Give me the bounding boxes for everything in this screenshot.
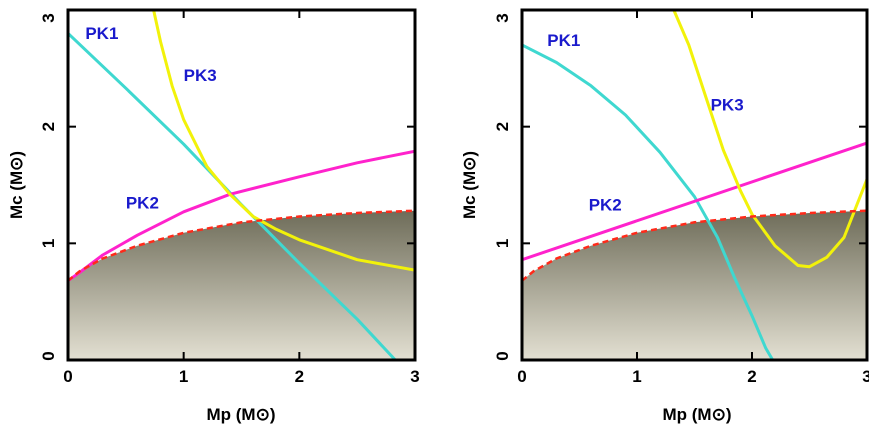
y-tick-label: 0 — [493, 351, 512, 360]
curve-pk1 — [522, 43, 775, 360]
x-tick-label: 3 — [410, 367, 419, 386]
x-axis-title: Mp (M⊙) — [663, 405, 732, 424]
x-axis-title: Mp (M⊙) — [207, 405, 276, 424]
region-boundary — [68, 209, 415, 282]
curve-pk2 — [522, 141, 867, 262]
x-tick-label: 2 — [747, 367, 756, 386]
curve-label-pk1: PK1 — [85, 24, 118, 43]
y-tick-label: 1 — [39, 239, 58, 248]
plot-frame — [66, 8, 417, 362]
excluded-region — [522, 210, 867, 360]
x-tick-label: 2 — [295, 367, 304, 386]
y-tick-label: 2 — [39, 122, 58, 131]
x-tick-label: 0 — [517, 367, 526, 386]
curve-label-pk2: PK2 — [126, 193, 159, 212]
y-axis-title: Mc (M⊙) — [460, 151, 479, 219]
y-axis-title: Mc (M⊙) — [7, 151, 26, 219]
plot-area — [522, 10, 867, 360]
x-tick-label: 0 — [63, 367, 72, 386]
curve-pk3 — [672, 10, 867, 269]
chart-panel-right: PK1 PK3 PK2 0 1 2 3 0 1 2 3 Mp (M⊙) Mc (M⊙) — [460, 8, 869, 424]
y-tick-label: 3 — [39, 13, 58, 22]
chart-panel-left: PK1 PK3 PK2 0 1 2 3 0 1 2 3 Mp (M⊙) Mc (M⊙) — [7, 8, 420, 424]
curve-label-pk1: PK1 — [547, 31, 580, 50]
y-tick-label: 2 — [493, 122, 512, 131]
curve-label-pk2: PK2 — [589, 196, 622, 215]
curve-label-pk3: PK3 — [711, 95, 744, 114]
x-tick-label: 3 — [862, 367, 869, 386]
curve-label-pk3: PK3 — [184, 66, 217, 85]
curve-pk3 — [152, 10, 415, 272]
x-tick-label: 1 — [179, 367, 188, 386]
plot-frame — [520, 8, 869, 362]
x-tick-label: 1 — [632, 367, 641, 386]
y-tick-label: 1 — [493, 239, 512, 248]
y-tick-label: 3 — [493, 13, 512, 22]
plot-area — [68, 10, 415, 360]
excluded-region — [68, 210, 415, 360]
region-boundary — [522, 209, 867, 282]
y-tick-label: 0 — [39, 351, 58, 360]
